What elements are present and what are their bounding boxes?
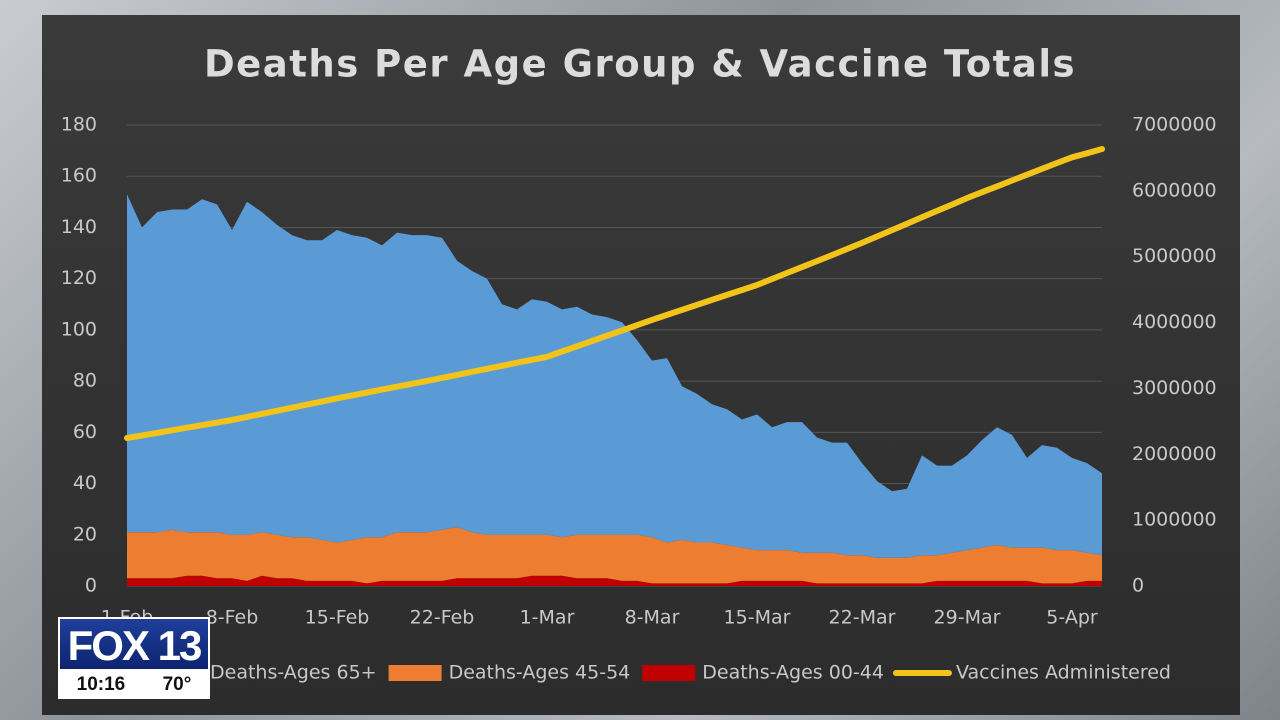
- y-tick-label: 160: [61, 165, 97, 187]
- x-tick-label: 15-Feb: [305, 607, 370, 629]
- y2-tick-label: 2000000: [1132, 443, 1217, 465]
- x-tick-label: 15-Mar: [724, 607, 791, 629]
- y-tick-label: 80: [73, 370, 97, 392]
- y-tick-label: 40: [73, 472, 97, 494]
- y2-tick-label: 7000000: [1132, 114, 1217, 136]
- legend-label: Deaths-Ages 65+: [210, 662, 377, 684]
- area: [127, 575, 1102, 586]
- temperature: 70°: [162, 674, 192, 695]
- x-tick-label: 5-Apr: [1046, 607, 1098, 629]
- y-tick-label: 0: [85, 575, 97, 597]
- legend-label: Deaths-Ages 00-44: [702, 662, 884, 684]
- legend-swatch: [388, 665, 442, 681]
- station-logo: FOX 13 10:16 70°: [58, 617, 210, 701]
- x-tick-label: 8-Feb: [206, 607, 259, 629]
- y2-tick-label: 0: [1132, 575, 1144, 597]
- y-tick-label: 20: [73, 523, 97, 545]
- time-temp: 10:16 70°: [58, 671, 210, 699]
- legend-label: Deaths-Ages 45-54: [449, 662, 631, 684]
- y2-tick-label: 1000000: [1132, 509, 1217, 531]
- area: [127, 194, 1102, 558]
- y2-tick-label: 4000000: [1132, 311, 1217, 333]
- legend-swatch: [642, 665, 696, 681]
- y2-tick-label: 6000000: [1132, 179, 1217, 201]
- y-tick-label: 60: [73, 421, 97, 443]
- y-tick-label: 100: [61, 318, 97, 340]
- chart-title: Deaths Per Age Group & Vaccine Totals: [204, 43, 1076, 86]
- line: [124, 146, 1105, 441]
- area: [127, 527, 1102, 584]
- brand: FOX 13: [58, 617, 210, 671]
- y-tick-label: 120: [61, 267, 97, 289]
- x-tick-label: 22-Mar: [829, 607, 896, 629]
- y-tick-label: 180: [61, 114, 97, 136]
- x-tick-label: 22-Feb: [410, 607, 475, 629]
- y-tick-label: 140: [61, 216, 97, 238]
- y2-tick-label: 5000000: [1132, 245, 1217, 267]
- y2-tick-label: 3000000: [1132, 377, 1217, 399]
- time: 10:16: [76, 674, 126, 695]
- x-tick-label: 1-Mar: [520, 607, 575, 629]
- x-tick-label: 29-Mar: [934, 607, 1001, 629]
- legend-label: Vaccines Administered: [956, 662, 1171, 684]
- x-tick-label: 8-Mar: [625, 607, 680, 629]
